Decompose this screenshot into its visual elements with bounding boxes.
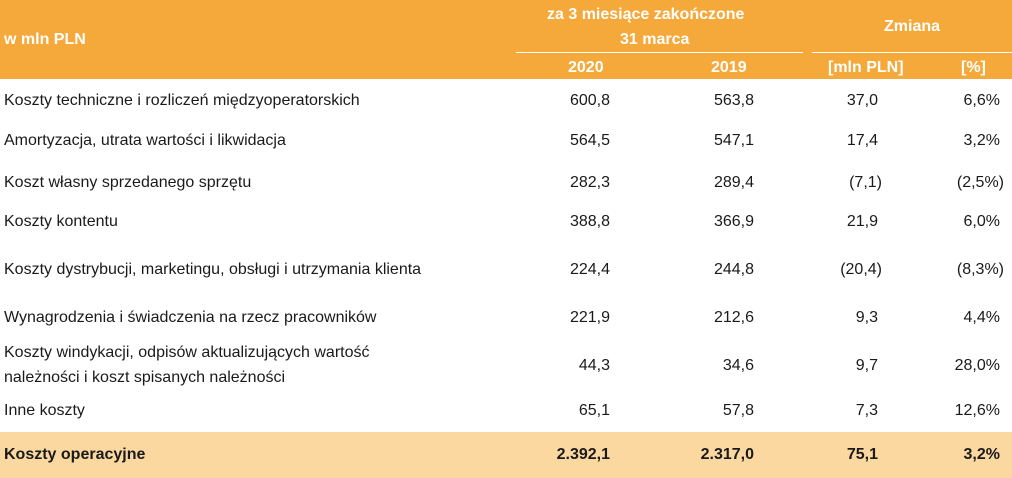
value-2019: 244,8	[713, 261, 754, 278]
total-2019: 2.317,0	[700, 446, 754, 463]
value-change-mln: 17,4	[846, 132, 878, 149]
value-2019: 289,4	[713, 174, 754, 191]
row-label: Koszt własny sprzedanego sprzętu	[4, 174, 252, 191]
value-2020: 221,9	[569, 309, 610, 326]
total-change-mln: 75,1	[846, 446, 878, 463]
period-heading-line2: 31 marca	[620, 31, 690, 48]
value-2020: 44,3	[578, 357, 610, 374]
value-2020: 282,3	[569, 174, 610, 191]
value-2020: 564,5	[569, 132, 610, 149]
value-change-mln: 7,3	[855, 402, 878, 419]
value-2020: 65,1	[578, 402, 610, 419]
value-change-pct: 4,4%	[963, 309, 1000, 326]
change-heading: Zmiana	[884, 18, 941, 35]
value-change-pct: 28,0%	[954, 357, 1000, 374]
value-change-pct: 12,6%	[954, 402, 1000, 419]
column-change-pct: [%]	[961, 59, 986, 76]
column-change-mln: [mln PLN]	[828, 59, 904, 76]
value-2019: 57,8	[722, 402, 754, 419]
value-2020: 388,8	[569, 213, 610, 230]
row-label-line1: Koszty windykacji, odpisów aktualizujący…	[4, 344, 370, 361]
value-2020: 224,4	[569, 261, 610, 278]
value-change-pct: 3,2%	[963, 132, 1000, 149]
value-change-pct: (8,3%)	[956, 261, 1004, 278]
change-underline	[812, 52, 1012, 53]
value-change-pct: 6,6%	[963, 92, 1000, 109]
table-header: w mln PLN za 3 miesiące zakończone 31 ma…	[0, 0, 1012, 79]
row-label: Inne koszty	[4, 402, 85, 419]
value-2019: 563,8	[713, 92, 754, 109]
value-change-mln: 9,7	[855, 357, 878, 374]
total-label: Koszty operacyjne	[4, 446, 146, 463]
value-change-mln: (7,1)	[849, 174, 882, 191]
column-2019: 2019	[711, 59, 747, 76]
period-heading-line1: za 3 miesiące zakończone	[547, 6, 745, 23]
value-change-mln: 21,9	[846, 213, 878, 230]
value-change-pct: (2,5%)	[956, 174, 1004, 191]
total-row: Koszty operacyjne 2.392,1 2.317,0 75,1 3…	[0, 432, 1012, 478]
value-change-mln: 9,3	[855, 309, 878, 326]
total-2020: 2.392,1	[556, 446, 610, 463]
value-2020: 600,8	[569, 92, 610, 109]
row-label: Amortyzacja, utrata wartości i likwidacj…	[4, 132, 286, 149]
value-2019: 212,6	[713, 309, 754, 326]
value-2019: 34,6	[722, 357, 754, 374]
unit-label: w mln PLN	[4, 31, 86, 48]
row-label: Koszty techniczne i rozliczeń międzyoper…	[4, 92, 360, 109]
total-change-pct: 3,2%	[963, 446, 1000, 463]
value-2019: 366,9	[713, 213, 754, 230]
period-underline	[516, 52, 803, 53]
value-change-mln: 37,0	[846, 92, 878, 109]
row-label: Koszty kontentu	[4, 213, 118, 230]
row-label-line2: należności i koszt spisanych należności	[4, 369, 286, 386]
value-2019: 547,1	[713, 132, 754, 149]
row-label: Wynagrodzenia i świadczenia na rzecz pra…	[4, 309, 377, 326]
row-label: Koszty dystrybucji, marketingu, obsługi …	[4, 261, 422, 278]
column-2020: 2020	[568, 59, 604, 76]
value-change-mln: (20,4)	[840, 261, 882, 278]
value-change-pct: 6,0%	[963, 213, 1000, 230]
